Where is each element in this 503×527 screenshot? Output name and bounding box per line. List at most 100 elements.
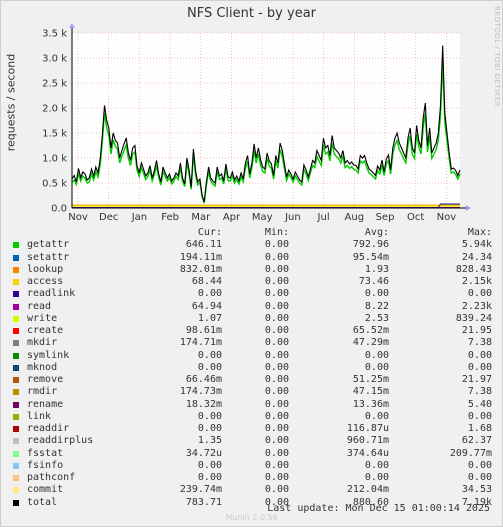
legend-name: rmdir (27, 386, 58, 398)
x-tick-label: Dec (99, 212, 118, 223)
legend-header-avg: Avg: (364, 227, 389, 238)
legend-min: 0.00 (264, 263, 289, 275)
legend-avg: 65.52m (352, 325, 389, 336)
x-tick-label: Oct (407, 212, 424, 223)
legend-min: 0.00 (264, 410, 289, 422)
legend-swatch (13, 291, 19, 298)
legend-avg: 0.00 (364, 472, 389, 483)
legend-max: 0.00 (467, 349, 492, 361)
plot-area (72, 33, 460, 208)
legend-cur: 1.35 (197, 435, 222, 447)
legend-swatch (13, 401, 19, 408)
legend-max: 21.97 (461, 374, 492, 385)
legend-min: 0.00 (264, 423, 289, 434)
legend-avg: 880.60 (352, 496, 389, 508)
legend-max: 7.38 (467, 337, 492, 349)
legend-min: 0.00 (264, 325, 289, 336)
legend-swatch (13, 438, 19, 445)
legend-cur: 0.00 (197, 288, 222, 300)
legend-name: lookup (27, 263, 64, 275)
legend-name: fsinfo (27, 459, 64, 471)
legend-swatch (13, 462, 19, 469)
legend-avg: 0.00 (364, 459, 389, 471)
legend-cur: 0.00 (197, 361, 222, 373)
y-tick-label: 2.5 k (42, 79, 67, 90)
legend-cur: 832.01m (179, 263, 222, 275)
legend-swatch (13, 487, 19, 494)
legend-max: 828.43 (455, 263, 492, 275)
legend-max: 839.24 (455, 312, 492, 324)
legend-cur: 174.73m (179, 386, 222, 398)
legend-row: remove 66.46m 0.00 51.25m 21.97 (12, 374, 492, 386)
legend-min: 0.00 (264, 361, 289, 373)
legend-name: readdir (27, 423, 70, 434)
legend-name: write (27, 312, 58, 324)
legend-min: 0.00 (264, 496, 289, 508)
legend-cur: 0.00 (197, 459, 222, 471)
legend-row: fsstat 34.72u 0.00 374.64u 209.77m (12, 448, 492, 460)
legend-cur: 0.00 (197, 423, 222, 434)
legend-header: Cur: Min: Avg: Max: (12, 227, 492, 239)
legend-cur: 0.00 (197, 472, 222, 483)
legend-avg: 13.36m (352, 398, 389, 410)
legend-avg: 0.00 (364, 410, 389, 422)
legend-avg: 51.25m (352, 374, 389, 385)
legend-row: access 68.44 0.00 73.46 2.15k (12, 276, 492, 288)
y-tick-label: 1.5 k (42, 129, 67, 140)
legend-name: total (27, 496, 58, 508)
legend-min: 0.00 (264, 447, 289, 459)
legend-swatch (13, 499, 19, 506)
legend-row: readlink 0.00 0.00 0.00 0.00 (12, 288, 492, 300)
legend-max: 0.00 (467, 459, 492, 471)
legend-row: commit 239.74m 0.00 212.04m 34.53 (12, 484, 492, 496)
legend-swatch (13, 328, 19, 334)
legend-avg: 47.15m (352, 386, 389, 398)
y-tick-label: 0.0 (51, 204, 67, 215)
legend-header-max: Max: (467, 227, 492, 238)
legend-max: 0.00 (467, 361, 492, 373)
legend-row: rmdir 174.73m 0.00 47.15m 7.38 (12, 386, 492, 398)
series-line-total (71, 45, 461, 203)
y-tick-label: 2.0 k (42, 104, 67, 115)
legend-row: readdirplus 1.35 0.00 960.71m 62.37 (12, 435, 492, 447)
legend-name: setattr (27, 251, 70, 263)
legend-swatch (13, 377, 19, 383)
legend-swatch (13, 303, 19, 310)
legend-swatch (13, 340, 19, 347)
legend-cur: 646.11 (185, 239, 222, 251)
legend-cur: 68.44 (191, 276, 222, 287)
legend-avg: 212.04m (346, 484, 389, 496)
legend-avg: 960.71m (346, 435, 389, 447)
legend-cur: 64.94 (191, 300, 222, 312)
legend-avg: 8.22 (364, 300, 389, 312)
x-tick-label: May (252, 212, 273, 223)
legend-cur: 1.07 (197, 312, 222, 324)
legend-name: mkdir (27, 337, 58, 349)
legend-header-cur: Cur: (197, 227, 222, 238)
x-tick-label: Apr (223, 212, 241, 223)
chart-svg: 0.0 0.5 k 1.0 k 1.5 k 2.0 k 2.5 k 3.0 k 3.5 k No… (42, 23, 471, 223)
legend-row: rename 18.32m 0.00 13.36m 5.40 (12, 399, 492, 411)
legend-max: 7.19k (461, 496, 492, 508)
legend-swatch (13, 450, 19, 457)
legend-avg: 374.64u (346, 447, 389, 459)
x-tick-label: Jul (317, 212, 330, 223)
legend-swatch (13, 254, 19, 261)
legend-max: 2.15k (461, 276, 492, 287)
x-tick-label: Nov (437, 212, 457, 223)
legend-min: 0.00 (264, 337, 289, 349)
legend-row: write 1.07 0.00 2.53 839.24 (12, 313, 492, 325)
legend-cur: 34.72u (185, 447, 222, 459)
x-tick-label: Nov (68, 212, 88, 223)
legend-avg: 0.00 (364, 288, 389, 300)
y-tick-label: 3.5 k (42, 29, 67, 40)
legend-name: symlink (27, 349, 70, 361)
series-line-getattr (71, 60, 461, 204)
legend-name: getattr (27, 239, 70, 251)
x-tick-label: Feb (161, 212, 179, 223)
legend-max: 0.00 (467, 288, 492, 300)
legend-avg: 1.93 (364, 263, 389, 275)
y-axis-arrow (69, 23, 75, 28)
legend-avg: 116.87u (346, 423, 389, 434)
legend-cur: 174.71m (179, 337, 222, 349)
